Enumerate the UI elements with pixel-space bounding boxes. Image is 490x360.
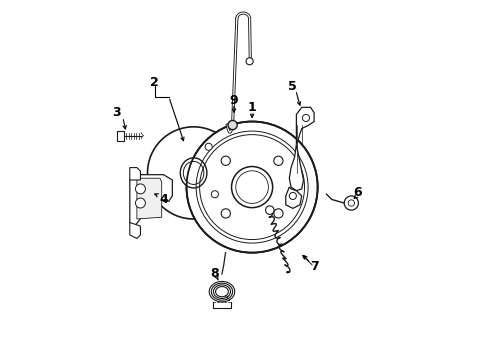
Circle shape [205, 143, 212, 150]
Circle shape [228, 121, 237, 130]
Text: 3: 3 [112, 106, 121, 119]
Text: 1: 1 [248, 101, 256, 114]
Text: 4: 4 [159, 193, 168, 206]
Polygon shape [130, 175, 172, 228]
Circle shape [344, 196, 358, 210]
FancyBboxPatch shape [117, 131, 124, 141]
Polygon shape [130, 222, 141, 238]
Circle shape [147, 127, 240, 219]
Circle shape [161, 177, 168, 184]
Text: 5: 5 [289, 80, 297, 93]
Text: 7: 7 [310, 260, 318, 273]
Polygon shape [296, 107, 314, 145]
Circle shape [135, 184, 146, 194]
Circle shape [289, 192, 296, 199]
Text: 9: 9 [229, 94, 238, 107]
Ellipse shape [180, 158, 207, 188]
Polygon shape [286, 187, 302, 208]
Circle shape [246, 58, 253, 65]
Ellipse shape [183, 161, 204, 184]
Text: 8: 8 [211, 267, 219, 280]
Circle shape [302, 114, 310, 122]
Circle shape [135, 198, 146, 208]
Polygon shape [289, 145, 303, 191]
Polygon shape [137, 178, 162, 219]
Circle shape [187, 122, 318, 253]
Circle shape [266, 206, 274, 215]
Circle shape [211, 191, 219, 198]
Text: 6: 6 [353, 186, 362, 199]
Polygon shape [130, 168, 141, 180]
Text: 2: 2 [150, 76, 159, 89]
